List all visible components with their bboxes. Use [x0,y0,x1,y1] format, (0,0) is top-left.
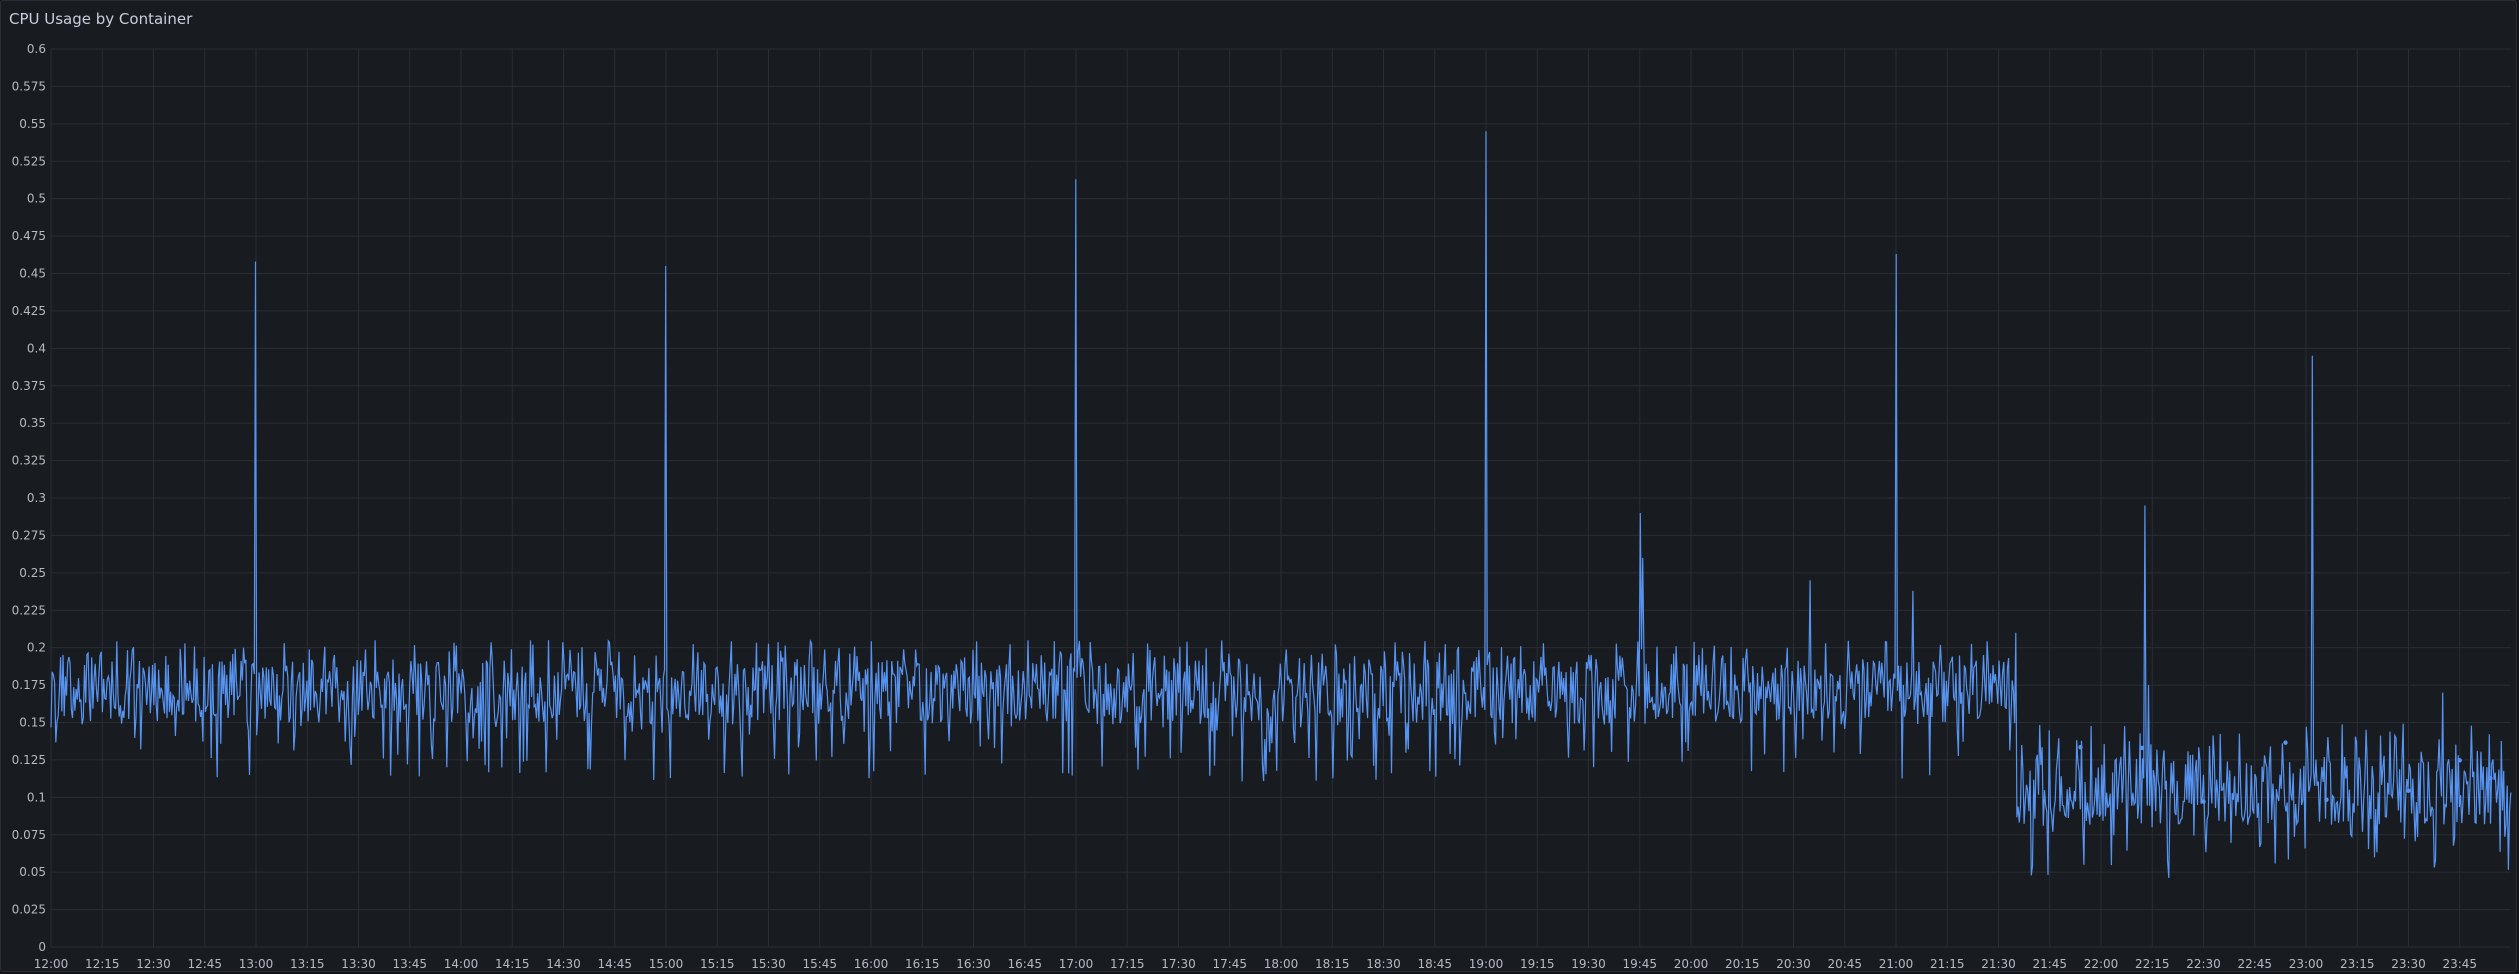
x-tick-label: 21:30 [1981,957,2016,971]
y-tick-label: 0.125 [12,753,46,767]
y-tick-label: 0.425 [12,304,46,318]
series-point [2457,758,2462,763]
y-tick-label: 0.575 [12,79,46,93]
x-tick-label: 14:45 [597,957,632,971]
y-tick-label: 0.025 [12,903,46,917]
x-tick-label: 18:45 [1417,957,1452,971]
y-tick-label: 0.15 [19,716,46,730]
x-tick-label: 16:00 [854,957,889,971]
x-tick-label: 12:15 [85,957,120,971]
x-tick-label: 22:45 [2237,957,2272,971]
y-tick-label: 0.2 [27,641,46,655]
x-tick-label: 16:15 [905,957,940,971]
x-axis: 12:00 12:15 12:30 12:45 13:00 13:15 13:30 13:45… [34,957,2477,971]
y-tick-label: 0.175 [12,678,46,692]
x-tick-label: 23:15 [2340,957,2375,971]
x-tick-label: 14:00 [444,957,479,971]
y-tick-label: 0.275 [12,528,46,542]
y-tick-label: 0.25 [19,566,46,580]
x-tick-label: 17:45 [1212,957,1247,971]
x-tick-label: 23:00 [2289,957,2324,971]
x-tick-label: 20:30 [1776,957,1811,971]
x-tick-label: 22:00 [2084,957,2119,971]
x-tick-label: 17:00 [1059,957,1094,971]
x-tick-label: 15:00 [649,957,684,971]
x-tick-label: 12:45 [187,957,222,971]
x-tick-label: 22:30 [2186,957,2221,971]
series-point [2283,740,2288,745]
x-tick-label: 22:15 [2135,957,2170,971]
y-axis: 0 0.025 0.05 0.075 0.1 0.125 0.15 0.175 0.2 0.225… [12,42,46,954]
x-tick-label: 15:30 [751,957,786,971]
x-tick-label: 13:00 [239,957,274,971]
x-tick-label: 19:30 [1571,957,1606,971]
x-tick-label: 20:15 [1725,957,1760,971]
series-point [2078,745,2083,750]
x-tick-label: 12:00 [34,957,69,971]
series-point [2488,776,2493,781]
x-tick-label: 21:45 [2032,957,2067,971]
x-tick-label: 17:15 [1110,957,1145,971]
x-tick-label: 18:00 [1264,957,1299,971]
y-tick-label: 0.375 [12,379,46,393]
y-tick-label: 0.05 [19,865,46,879]
x-tick-label: 21:15 [1930,957,1965,971]
panel-title: CPU Usage by Container [9,10,193,28]
x-tick-label: 15:15 [700,957,735,971]
x-tick-label: 19:15 [1520,957,1555,971]
y-tick-label: 0.35 [19,416,46,430]
y-tick-label: 0.4 [27,341,46,355]
x-tick-label: 14:15 [495,957,530,971]
y-tick-label: 0.6 [27,42,46,56]
x-tick-label: 19:45 [1622,957,1657,971]
x-tick-label: 19:00 [1469,957,1504,971]
x-tick-label: 16:45 [1007,957,1042,971]
x-tick-label: 23:45 [2442,957,2477,971]
x-tick-label: 13:15 [290,957,325,971]
y-tick-label: 0 [38,940,46,954]
x-tick-label: 20:45 [1827,957,1862,971]
x-tick-label: 23:30 [2391,957,2426,971]
x-tick-label: 12:30 [136,957,171,971]
y-tick-label: 0.225 [12,603,46,617]
y-tick-label: 0.075 [12,828,46,842]
x-tick-label: 13:45 [392,957,427,971]
x-tick-label: 18:30 [1366,957,1401,971]
y-tick-label: 0.55 [19,117,46,131]
x-tick-label: 17:30 [1161,957,1196,971]
series-layer [50,131,2512,878]
series-point [2201,799,2206,804]
y-tick-label: 0.525 [12,154,46,168]
series-point [2406,788,2411,793]
x-tick-label: 15:45 [802,957,837,971]
x-tick-label: 13:30 [341,957,376,971]
y-tick-label: 0.1 [27,790,46,804]
y-tick-label: 0.3 [27,491,46,505]
y-tick-label: 0.5 [27,192,46,206]
x-tick-label: 20:00 [1674,957,1709,971]
x-tick-label: 18:15 [1315,957,1350,971]
series-point [2139,745,2145,751]
x-tick-label: 14:30 [546,957,581,971]
x-tick-label: 16:30 [956,957,991,971]
y-tick-label: 0.45 [19,267,46,281]
y-tick-label: 0.475 [12,229,46,243]
x-tick-label: 21:00 [1879,957,1914,971]
y-tick-label: 0.325 [12,454,46,468]
series-line-cpu-usage [50,131,2512,878]
series-point [2324,797,2329,802]
